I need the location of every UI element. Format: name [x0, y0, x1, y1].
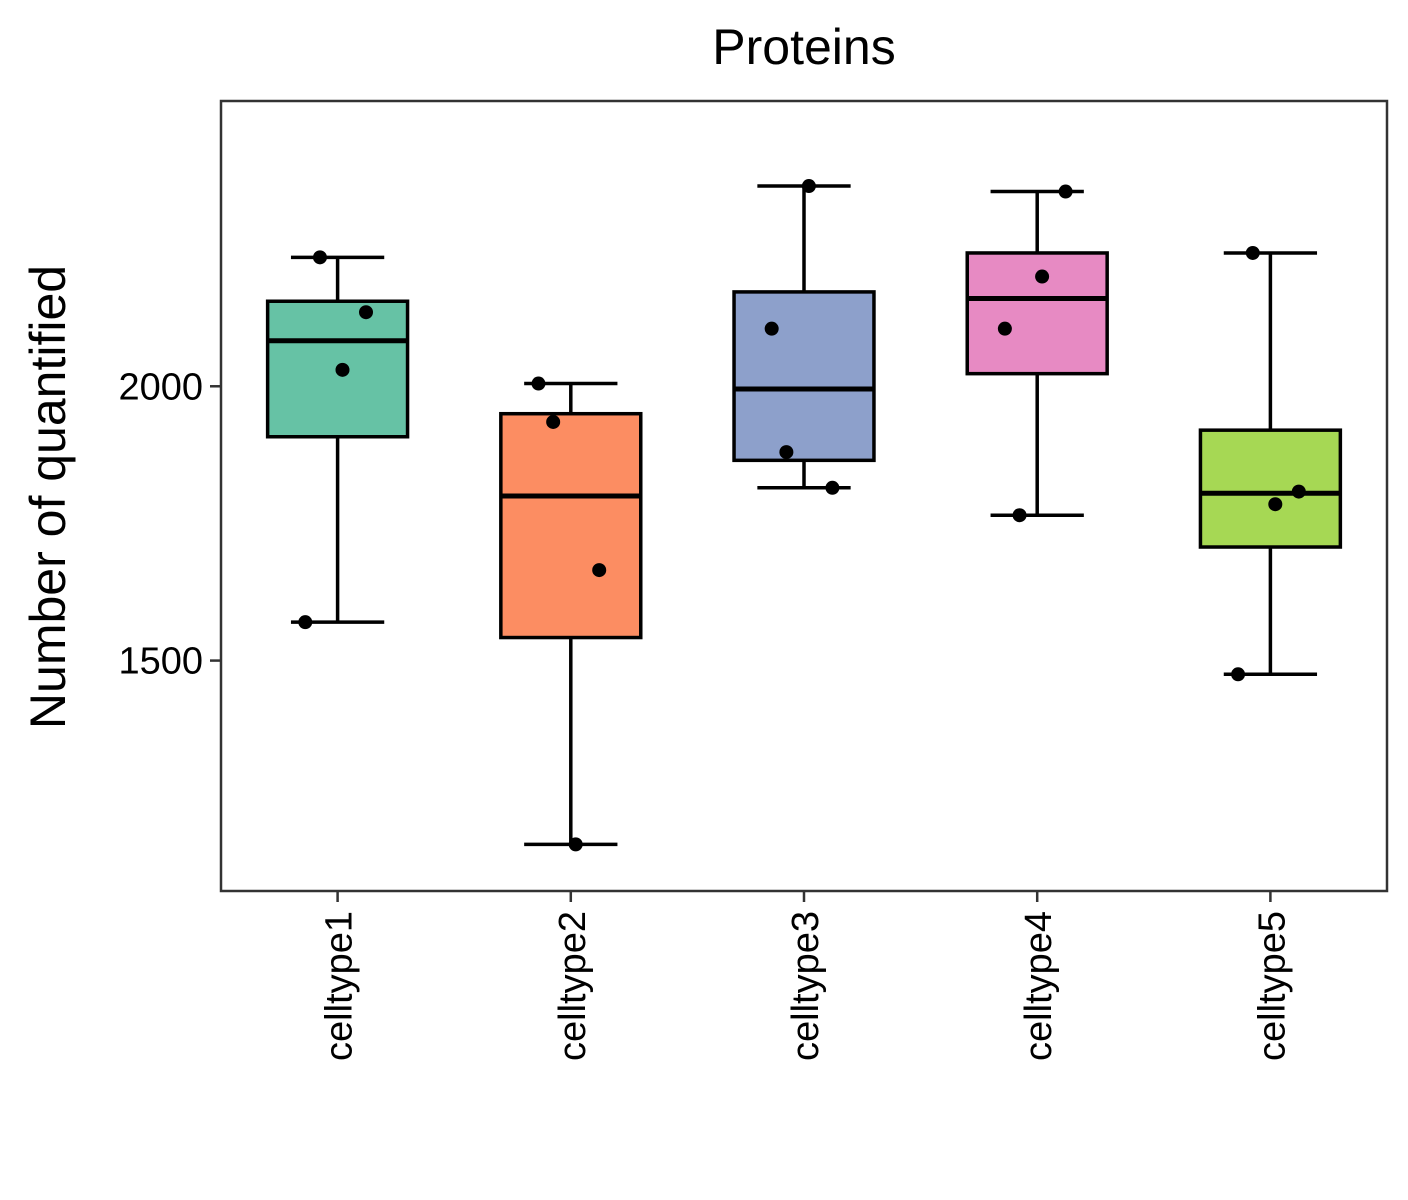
iqr-box: [732, 290, 876, 463]
data-point-celltype3: [801, 179, 816, 194]
data-point-celltype4: [1035, 269, 1050, 284]
data-point-celltype4: [1012, 508, 1027, 523]
iqr-box: [499, 411, 643, 640]
box-celltype2: [499, 381, 643, 847]
x-tick-label-celltype3: celltype3: [785, 911, 827, 1061]
x-tick-label-celltype2: celltype2: [552, 911, 594, 1061]
data-point-celltype1: [335, 362, 350, 377]
box-celltype1: [265, 255, 410, 624]
data-point-celltype5: [1231, 667, 1246, 682]
box-celltype4: [965, 189, 1109, 517]
x-tick-label-celltype1: celltype1: [319, 911, 361, 1061]
data-point-celltype4: [1058, 184, 1073, 199]
iqr-box: [965, 251, 1109, 376]
box-plots: [265, 184, 1343, 847]
data-point-celltype2: [546, 414, 561, 429]
data-point-celltype4: [997, 321, 1012, 336]
box-celltype3: [732, 184, 876, 490]
data-point-celltype1: [298, 615, 313, 630]
data-point-celltype1: [312, 250, 327, 265]
x-axis: celltype1 celltype2 celltype3 celltype4 cell…: [319, 891, 1293, 1061]
data-point-celltype3: [825, 480, 840, 495]
y-axis: 1500 2000: [118, 366, 221, 683]
data-points: [298, 179, 1306, 852]
x-tick-label-celltype4: celltype4: [1018, 911, 1060, 1061]
data-point-celltype2: [592, 563, 607, 578]
data-point-celltype5: [1268, 497, 1283, 512]
y-axis-label: Number of quantified: [20, 265, 76, 729]
data-point-celltype5: [1245, 245, 1260, 260]
data-point-celltype1: [359, 305, 374, 320]
y-tick-label: 1500: [118, 641, 203, 683]
data-point-celltype2: [531, 376, 546, 391]
data-point-celltype3: [779, 445, 794, 460]
data-point-celltype2: [568, 837, 583, 852]
iqr-box: [1198, 428, 1343, 549]
data-point-celltype3: [764, 321, 779, 336]
chart-title: Proteins: [712, 19, 895, 75]
data-point-celltype5: [1291, 484, 1306, 499]
y-tick-label: 2000: [118, 366, 203, 408]
box-celltype5: [1198, 251, 1343, 677]
x-tick-label-celltype5: celltype5: [1251, 911, 1293, 1061]
